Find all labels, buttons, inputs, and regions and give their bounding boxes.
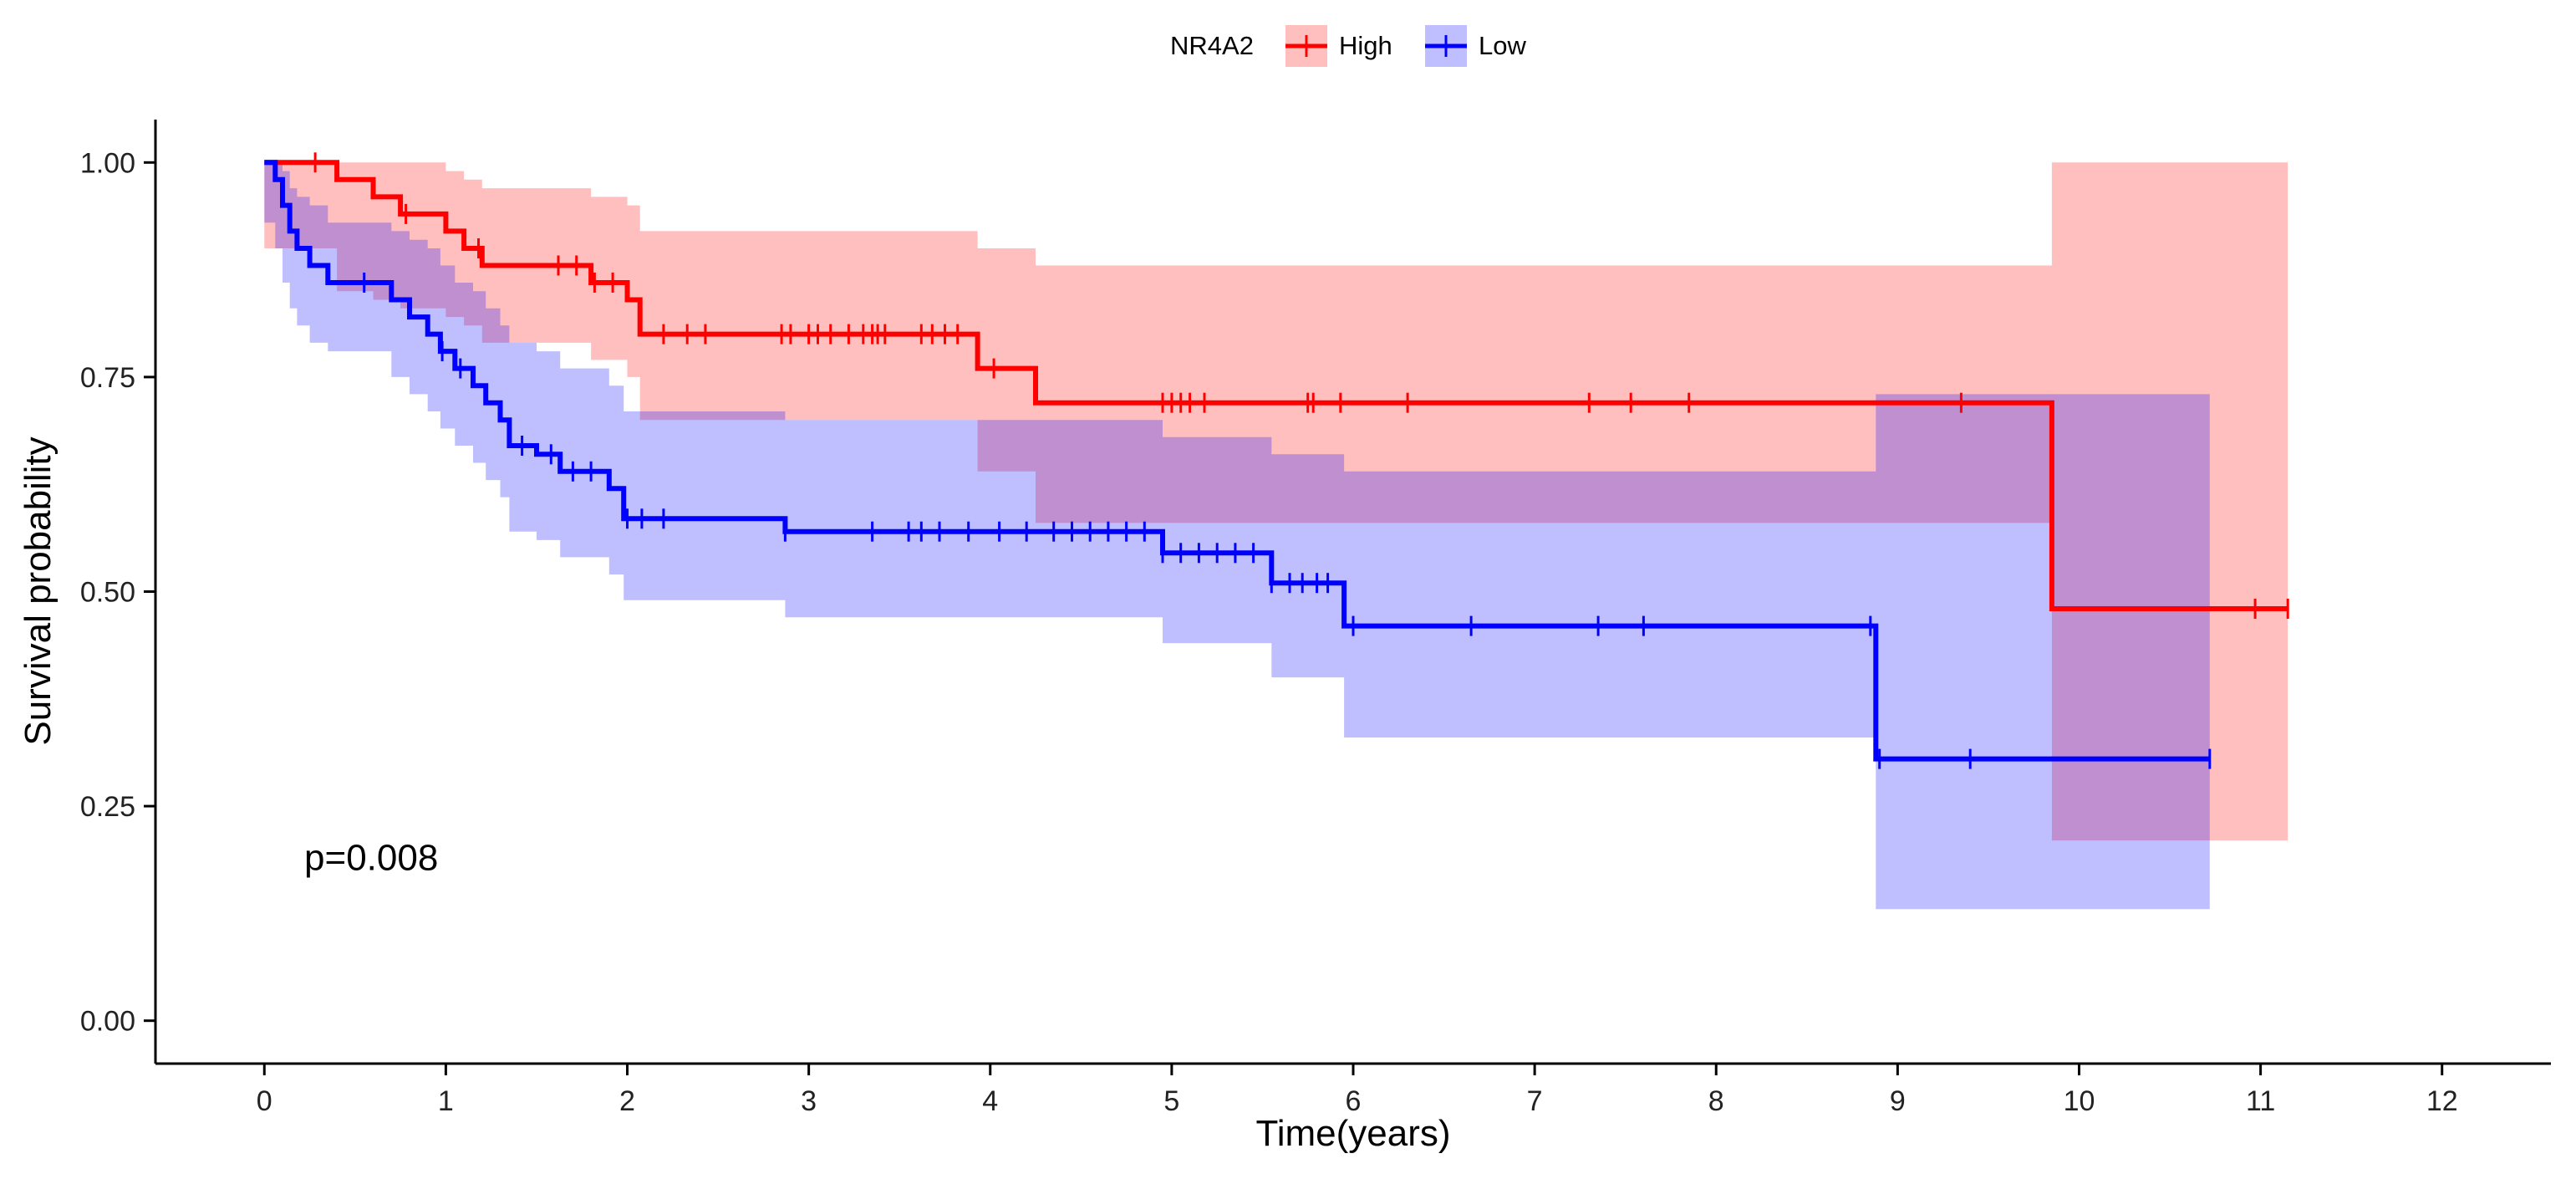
survival-curve-low (264, 160, 2210, 762)
confidence-bands (264, 162, 2288, 910)
y-axis-ticks: 0.00 0.25 0.50 0.75 1.00 (80, 147, 155, 1038)
x-tick-label: 1 (438, 1085, 454, 1117)
x-tick-label: 0 (257, 1085, 272, 1117)
legend-label-low: Low (1479, 31, 1526, 60)
survival-curves (264, 160, 2288, 762)
legend-label-high: High (1339, 31, 1392, 60)
legend-item-high: High (1285, 25, 1392, 67)
x-tick-label: 8 (1708, 1085, 1724, 1117)
y-axis-title: Survival probability (18, 436, 59, 745)
legend-title: NR4A2 (1170, 31, 1254, 60)
x-axis-ticks: 0 1 2 3 4 5 6 7 8 9 10 11 12 (257, 1064, 2458, 1117)
confidence-band-low (264, 162, 2210, 910)
x-tick-label: 12 (2426, 1085, 2458, 1117)
x-tick-label: 7 (1527, 1085, 1543, 1117)
y-tick-label: 0.00 (80, 1006, 135, 1038)
y-tick-label: 0.75 (80, 362, 135, 394)
x-tick-label: 11 (2246, 1085, 2275, 1117)
x-tick-label: 6 (1346, 1085, 1362, 1117)
x-axis-title: Time(years) (1255, 1113, 1450, 1154)
x-tick-label: 9 (1890, 1085, 1906, 1117)
legend-item-low: Low (1425, 25, 1526, 67)
x-tick-label: 4 (982, 1085, 998, 1117)
x-tick-label: 3 (801, 1085, 817, 1117)
censor-marks (313, 152, 2289, 769)
legend: NR4A2 High Low (1170, 25, 1526, 67)
x-tick-label: 10 (2064, 1085, 2095, 1117)
x-tick-label: 2 (619, 1085, 635, 1117)
p-value-annotation: p=0.008 (304, 838, 438, 879)
y-tick-label: 0.50 (80, 577, 135, 609)
y-tick-label: 1.00 (80, 147, 135, 179)
y-tick-label: 0.25 (80, 791, 135, 823)
survival-curve-high (264, 160, 2288, 611)
x-tick-label: 5 (1163, 1085, 1179, 1117)
